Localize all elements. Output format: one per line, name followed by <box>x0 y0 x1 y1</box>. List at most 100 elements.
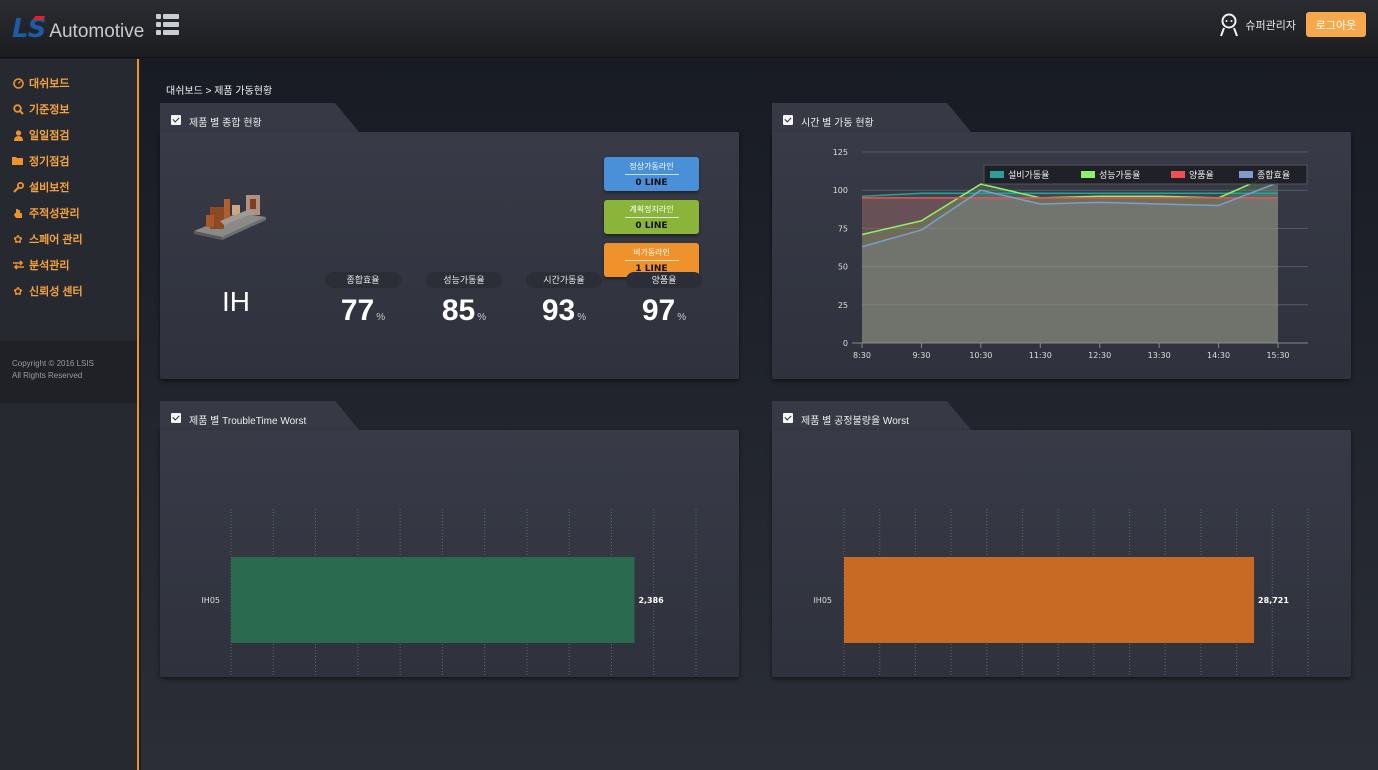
legend-swatch-성능가동율 <box>1081 171 1095 178</box>
y-tick-label: 100 <box>833 186 848 195</box>
status-label: 정상가동라인 <box>629 162 674 171</box>
panel-checkbox[interactable] <box>783 413 793 423</box>
sidebar-item-daily-check[interactable]: 일일점검 <box>12 127 69 143</box>
bar-IH05 <box>231 557 635 643</box>
kpi-value: 85 <box>441 294 476 327</box>
kpi-performance-rate: 성능가동율 85% <box>426 272 502 328</box>
user-name: 슈퍼관리자 <box>1245 20 1296 32</box>
x-tick-label: 11:30 <box>1029 351 1052 360</box>
y-tick-label: 25 <box>838 301 848 310</box>
series-area-양품율 <box>862 197 1278 343</box>
normal-line-status-button[interactable]: 정상가동라인 0 LINE <box>604 157 699 191</box>
x-tick-label: 12:30 <box>1088 351 1111 360</box>
ls-automotive-logo[interactable]: LS Automotive <box>12 14 144 44</box>
kpi-quality-rate: 양품율 97% <box>626 272 702 328</box>
summary-panel: 제품 별 종합 현황 정상가동라인 0 LINE 계획정지라인 0 LINE 비… <box>160 103 739 379</box>
status-value: 1 LINE <box>635 264 668 274</box>
kpi-label: 종합효율 <box>325 272 401 288</box>
product-name: IH <box>222 286 250 317</box>
kpi-availability-rate: 시간가동율 93% <box>526 272 602 328</box>
menu-list-icon[interactable] <box>156 14 179 36</box>
kpi-overall-efficiency: 종합효율 77% <box>325 272 401 328</box>
sidebar-item-label: 분석관리 <box>29 260 70 272</box>
main-content: 대쉬보드 > 제품 가동현황 제품 별 종합 현황 정상가동라인 0 LINE … <box>141 59 1378 770</box>
legend-label: 종합효율 <box>1257 170 1290 181</box>
sidebar-item-label: 대쉬보드 <box>29 78 70 90</box>
copyright-line: All Rights Reserved <box>12 371 83 380</box>
x-tick-label: 13:30 <box>1148 351 1171 360</box>
panel-title: 시간 별 가동 현황 <box>801 118 874 129</box>
defect-rate-bar-chart: 0k2.5k5k7.5k10k12.5k15k17.5k20k22.5k25k2… <box>813 509 1309 677</box>
legend-swatch-양품율 <box>1171 171 1185 178</box>
x-tick-label: 9:30 <box>912 351 930 360</box>
folder-icon <box>12 155 24 167</box>
kpi-unit: % <box>577 312 587 323</box>
x-tick-label: 15:30 <box>1266 351 1289 360</box>
panel-title: 제품 별 종합 현황 <box>189 118 262 129</box>
product-image <box>194 195 266 240</box>
sidebar-item-periodic-check[interactable]: 정기점검 <box>12 153 69 169</box>
status-value: 0 LINE <box>635 221 668 231</box>
kpi-value: 97 <box>641 294 676 327</box>
series-area-종합효율 <box>862 182 1278 343</box>
panel-checkbox[interactable] <box>171 413 181 423</box>
hourly-panel: 시간 별 가동 현황 0 25 50 75 100 125 8:30 9:30 10:30 11:… <box>772 103 1351 379</box>
planned-stop-status-button[interactable]: 계획정지라인 0 LINE <box>604 200 699 234</box>
series-area-성능가동율 <box>862 171 1278 343</box>
trouble-time-bar-chart: 0250500750100012501500175020002250250027… <box>201 509 697 677</box>
sidebar-item-spare[interactable]: ✿ 스페어 관리 <box>12 231 83 247</box>
panel-checkbox[interactable] <box>783 115 793 125</box>
copyright-line: Copyright © 2016 LSIS <box>12 359 94 368</box>
panel-checkbox[interactable] <box>171 115 181 125</box>
sidebar-item-base-info[interactable]: 기준정보 <box>12 101 69 117</box>
x-tick-label: 14:30 <box>1207 351 1230 360</box>
user-icon <box>12 129 24 141</box>
legend-label: 설비가동율 <box>1008 170 1049 181</box>
sidebar-item-label: 설비보전 <box>29 182 70 194</box>
kpi-unit: % <box>376 312 386 323</box>
sidebar-item-label: 정기점검 <box>29 156 70 168</box>
sidebar-nav: 대쉬보드 기준정보 일일점검 정기점검 설비보전 주적성관리 ✿ 스페어 관리 <box>0 59 137 341</box>
kpi-value: 77 <box>340 294 375 327</box>
y-tick-label: 75 <box>838 224 848 233</box>
bar-value-label: 28,721 <box>1258 596 1289 605</box>
panel-title: 제품 별 TroubleTime Worst <box>189 416 307 427</box>
status-label: 비가동라인 <box>633 248 670 257</box>
status-value: 0 LINE <box>635 178 668 188</box>
sidebar-item-label: 신뢰성 센터 <box>29 286 83 298</box>
sidebar-item-dashboard[interactable]: 대쉬보드 <box>12 75 69 91</box>
top-header: LS Automotive 슈퍼관리자 로그아웃 <box>0 0 1378 58</box>
trouble-panel: 제품 별 TroubleTime Worst 02505007501000125… <box>160 401 739 677</box>
sidebar-item-maintenance[interactable]: 설비보전 <box>12 179 69 195</box>
logo-text: Automotive <box>49 21 145 42</box>
sidebar-item-label: 스페어 관리 <box>29 234 83 246</box>
copyright: Copyright © 2016 LSIS All Rights Reserve… <box>0 341 137 403</box>
user-info[interactable]: 슈퍼관리자 <box>1218 13 1296 37</box>
y-tick-label: 125 <box>833 148 848 157</box>
sidebar-item-analysis[interactable]: 분석관리 <box>12 257 69 273</box>
sidebar-item-tracking[interactable]: 주적성관리 <box>12 205 80 221</box>
non-operating-status-button[interactable]: 비가동라인 1 LINE <box>604 243 699 277</box>
bar-IH05 <box>844 557 1255 643</box>
panel-tab <box>772 401 972 431</box>
kpi-unit: % <box>677 312 687 323</box>
y-tick-label: 50 <box>838 263 848 272</box>
sidebar-item-reliability[interactable]: ✿ 신뢰성 센터 <box>12 283 83 299</box>
bar-value-label: 2,386 <box>638 596 664 605</box>
gear-icon: ✿ <box>13 232 23 246</box>
hand-icon <box>12 207 24 219</box>
hourly-line-chart: 0 25 50 75 100 125 8:30 9:30 10:30 11:30 12:30 13:3… <box>833 148 1308 360</box>
sidebar-item-label: 일일점검 <box>29 130 70 142</box>
legend-swatch-설비가동율 <box>990 171 1004 178</box>
panel-tab <box>160 103 360 133</box>
user-icon <box>1220 13 1239 37</box>
kpi-label: 시간가동율 <box>526 272 602 288</box>
status-label: 계획정지라인 <box>629 205 674 214</box>
kpi-label: 성능가동율 <box>426 272 502 288</box>
legend-label: 성능가동율 <box>1099 170 1140 181</box>
kpi-unit: % <box>477 312 487 323</box>
series-line-설비가동율 <box>861 192 1278 198</box>
logout-button[interactable]: 로그아웃 <box>1306 12 1366 37</box>
gear-icon: ✿ <box>13 284 23 298</box>
chart-legend <box>983 164 1308 185</box>
